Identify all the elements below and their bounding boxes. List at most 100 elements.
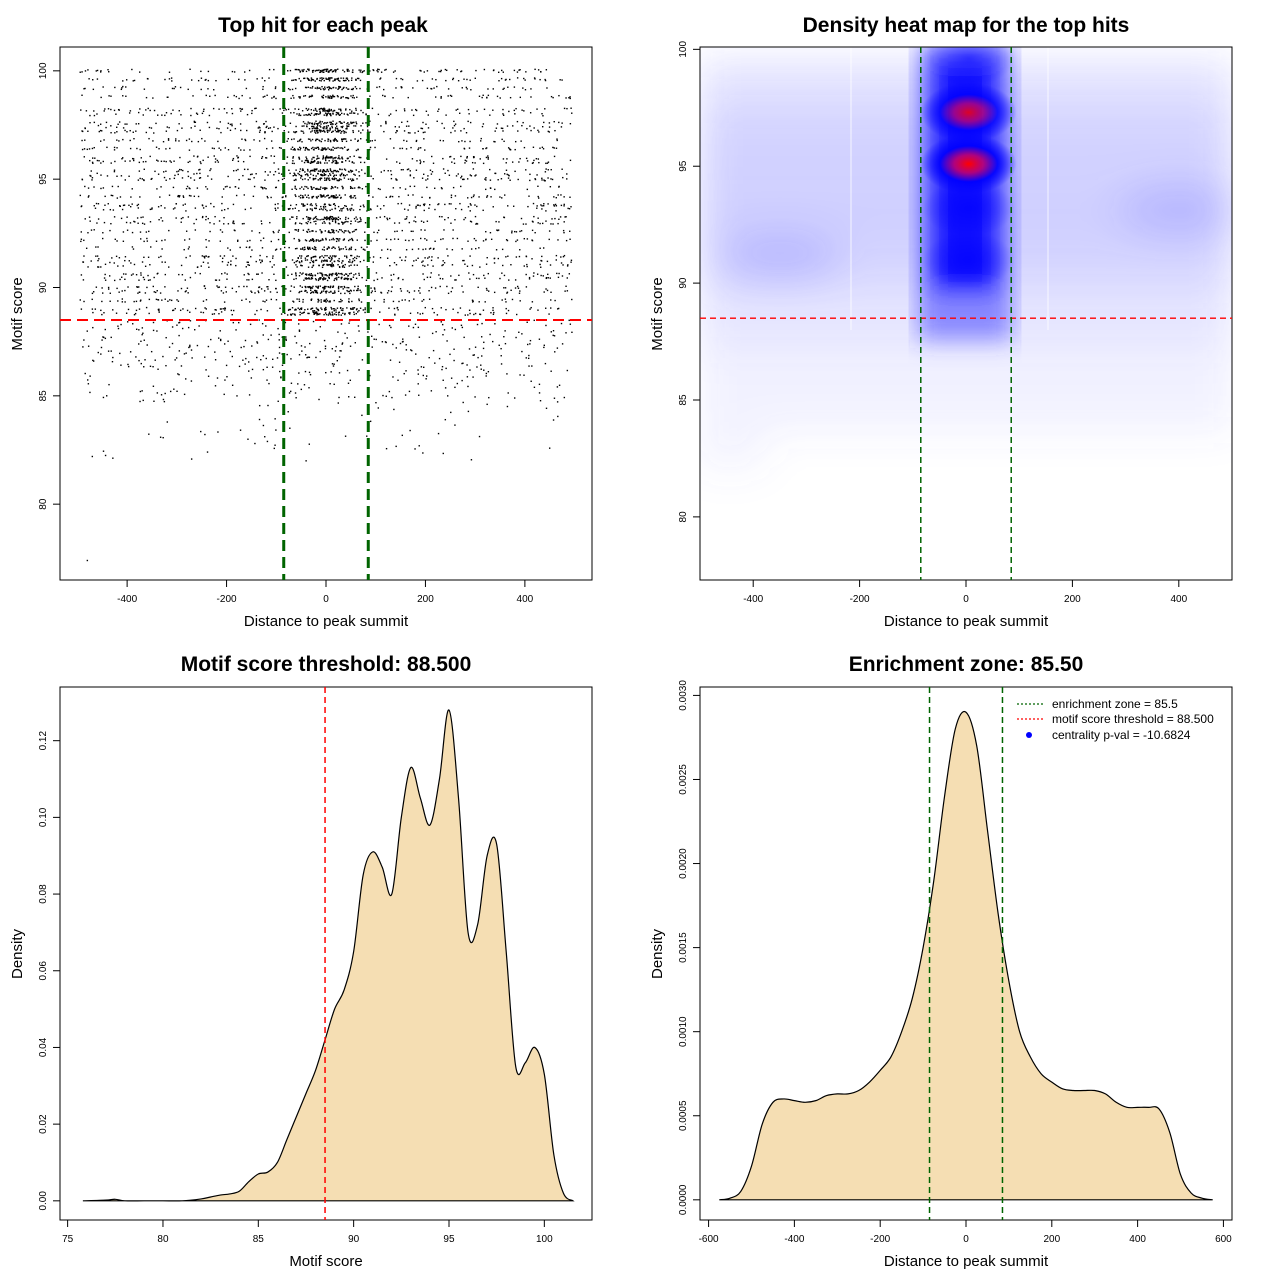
scatter-point (310, 274, 312, 277)
scatter-point (325, 170, 327, 173)
scatter-point (314, 216, 317, 219)
scatter-point (357, 139, 359, 142)
scatter-point (565, 216, 567, 218)
scatter-point (277, 179, 280, 182)
scatter-point (329, 127, 331, 129)
scatter-point (308, 240, 311, 242)
scatter-point (563, 196, 565, 198)
scatter-point (503, 87, 505, 90)
scatter-point (144, 292, 147, 294)
scatter-point (539, 78, 541, 81)
scatter-point (359, 208, 361, 211)
scatter-point (351, 231, 354, 233)
scatter-point (354, 248, 357, 251)
scatter-point (172, 309, 175, 311)
scatter-point (370, 240, 372, 242)
scatter-point (321, 238, 324, 240)
scatter-point (311, 158, 313, 160)
scatter-point (152, 285, 154, 288)
scatter-point (109, 229, 111, 232)
scatter-point (295, 277, 297, 280)
scatter-point (562, 229, 565, 232)
scatter-point (219, 240, 221, 242)
scatter-point (358, 330, 360, 332)
scatter-point (547, 177, 549, 179)
scatter-point (243, 149, 245, 151)
scatter-point (309, 217, 311, 219)
scatter-point (384, 95, 386, 97)
scatter-point (526, 188, 529, 191)
scatter-point (504, 298, 507, 300)
scatter-point (335, 160, 338, 162)
scatter-point (315, 113, 318, 115)
scatter-point (340, 307, 342, 309)
scatter-point (515, 231, 518, 233)
scatter-point (307, 170, 309, 172)
scatter-point (138, 161, 141, 164)
scatter-point (300, 223, 303, 225)
scatter-point (312, 260, 315, 262)
scatter-point (298, 158, 301, 160)
scatter-point (305, 239, 308, 242)
scatter-point (334, 220, 337, 223)
scatter-point (295, 229, 298, 231)
scatter-point (84, 70, 87, 72)
scatter-point (193, 222, 195, 225)
scatter-point (441, 264, 443, 267)
scatter-point (281, 178, 284, 181)
scatter-point (130, 262, 132, 264)
scatter-point (385, 447, 388, 450)
scatter-point (339, 174, 341, 176)
scatter-point (333, 177, 336, 179)
scatter-point (378, 86, 381, 88)
scatter-point (208, 114, 211, 117)
scatter-point (347, 278, 350, 280)
scatter-point (81, 139, 83, 142)
scatter-point (190, 177, 192, 179)
scatter-point (205, 78, 207, 81)
scatter-point (359, 187, 361, 189)
scatter-point (478, 277, 480, 280)
scatter-point (458, 140, 460, 143)
scatter-point (321, 290, 323, 293)
scatter-point (122, 127, 125, 129)
scatter-point (482, 94, 484, 96)
scatter-point (519, 249, 521, 251)
scatter-point (531, 220, 534, 223)
scatter-point (352, 276, 355, 278)
scatter-point (492, 88, 494, 90)
scatter-point (324, 217, 326, 220)
scatter-point (465, 160, 468, 162)
scatter-point (318, 87, 320, 89)
scatter-point (341, 185, 343, 188)
scatter-point (311, 247, 314, 249)
scatter-point (326, 187, 328, 190)
scatter-point (83, 156, 85, 158)
scatter-point (566, 369, 569, 372)
scatter-point (373, 279, 375, 282)
scatter-point (498, 221, 500, 223)
scatter-point (280, 147, 282, 149)
scatter-point (93, 114, 96, 117)
scatter-point (397, 277, 400, 279)
scatter-point (421, 79, 424, 82)
scatter-point (341, 138, 343, 141)
scatter-point (311, 209, 314, 212)
scatter-point (277, 168, 280, 170)
scatter-point (354, 229, 357, 231)
scatter-point (191, 140, 193, 143)
scatter-point (427, 175, 429, 177)
scatter-point (475, 277, 478, 280)
scatter-point (152, 97, 154, 99)
scatter-point (130, 196, 132, 198)
scatter-point (328, 130, 330, 132)
scatter-point (218, 313, 220, 315)
scatter-point (320, 307, 322, 309)
scatter-point (339, 120, 341, 123)
scatter-point (355, 308, 358, 311)
scatter-point (486, 97, 488, 99)
scatter-point (356, 289, 358, 292)
scatter-point (147, 78, 149, 80)
scatter-point (305, 114, 307, 116)
scatter-point (145, 306, 148, 309)
